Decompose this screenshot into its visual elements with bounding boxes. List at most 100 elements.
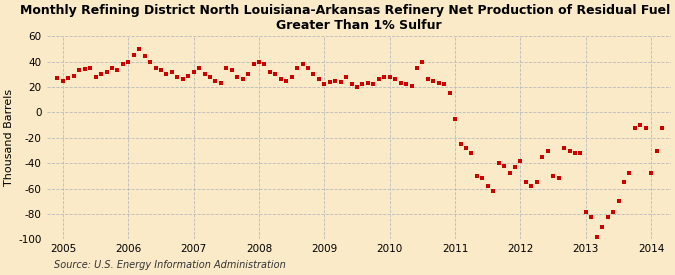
Point bbox=[155, 68, 166, 73]
Point bbox=[178, 77, 188, 81]
Point bbox=[597, 225, 608, 229]
Point bbox=[286, 75, 297, 79]
Point bbox=[112, 68, 123, 73]
Point bbox=[646, 171, 657, 175]
Point bbox=[444, 91, 455, 95]
Point bbox=[161, 72, 172, 76]
Point bbox=[281, 78, 292, 83]
Point bbox=[531, 180, 542, 185]
Point bbox=[368, 82, 379, 87]
Point bbox=[150, 66, 161, 70]
Point bbox=[188, 70, 199, 74]
Point bbox=[128, 53, 139, 57]
Point bbox=[428, 78, 439, 83]
Point bbox=[641, 125, 651, 130]
Point bbox=[493, 161, 504, 165]
Point bbox=[455, 142, 466, 146]
Point bbox=[226, 68, 237, 73]
Point bbox=[406, 84, 417, 88]
Point bbox=[466, 151, 477, 155]
Point bbox=[144, 59, 155, 64]
Point bbox=[389, 77, 400, 81]
Point bbox=[259, 62, 270, 66]
Point bbox=[483, 184, 493, 188]
Point bbox=[412, 66, 423, 70]
Point bbox=[297, 62, 308, 66]
Point bbox=[477, 176, 488, 181]
Point bbox=[630, 125, 641, 130]
Point bbox=[139, 54, 150, 59]
Point bbox=[373, 77, 384, 81]
Point bbox=[548, 174, 559, 178]
Point bbox=[308, 72, 319, 76]
Point bbox=[586, 214, 597, 219]
Point bbox=[85, 66, 96, 70]
Text: Source: U.S. Energy Information Administration: Source: U.S. Energy Information Administ… bbox=[54, 260, 286, 270]
Point bbox=[319, 82, 330, 87]
Point bbox=[254, 59, 265, 64]
Point bbox=[352, 85, 362, 89]
Point bbox=[433, 81, 444, 85]
Point bbox=[450, 117, 460, 121]
Point bbox=[52, 76, 63, 80]
Point bbox=[396, 81, 406, 85]
Point bbox=[265, 70, 275, 74]
Point bbox=[537, 155, 547, 159]
Point bbox=[651, 148, 662, 153]
Point bbox=[499, 164, 510, 168]
Point bbox=[624, 171, 635, 175]
Point bbox=[221, 66, 232, 70]
Point bbox=[183, 73, 194, 78]
Point bbox=[199, 72, 210, 76]
Point bbox=[520, 180, 531, 185]
Point bbox=[275, 77, 286, 81]
Point bbox=[215, 81, 226, 85]
Point bbox=[101, 70, 112, 74]
Point bbox=[335, 80, 346, 84]
Y-axis label: Thousand Barrels: Thousand Barrels bbox=[4, 89, 14, 186]
Point bbox=[570, 151, 580, 155]
Point bbox=[362, 81, 373, 85]
Point bbox=[107, 66, 117, 70]
Point bbox=[580, 209, 591, 214]
Point bbox=[357, 82, 368, 87]
Point bbox=[564, 148, 575, 153]
Point bbox=[635, 123, 646, 127]
Point bbox=[602, 214, 613, 219]
Point bbox=[292, 66, 302, 70]
Point bbox=[423, 77, 433, 81]
Point bbox=[205, 75, 215, 79]
Point bbox=[379, 75, 389, 79]
Point bbox=[248, 62, 259, 66]
Point bbox=[232, 75, 242, 79]
Point bbox=[243, 72, 254, 76]
Point bbox=[575, 151, 586, 155]
Point bbox=[194, 66, 205, 70]
Point bbox=[510, 165, 520, 169]
Point bbox=[96, 72, 107, 76]
Point bbox=[330, 78, 341, 83]
Point bbox=[384, 75, 395, 79]
Point bbox=[302, 66, 313, 70]
Point bbox=[504, 171, 515, 175]
Point bbox=[172, 75, 183, 79]
Point bbox=[238, 77, 248, 81]
Point bbox=[210, 78, 221, 83]
Point bbox=[618, 180, 629, 185]
Title: Monthly Refining District North Louisiana-Arkansas Refinery Net Production of Re: Monthly Refining District North Louisian… bbox=[20, 4, 675, 32]
Point bbox=[526, 184, 537, 188]
Point bbox=[401, 82, 412, 87]
Point bbox=[134, 47, 144, 51]
Point bbox=[314, 77, 325, 81]
Point bbox=[608, 209, 618, 214]
Point bbox=[57, 78, 68, 83]
Point bbox=[591, 235, 602, 239]
Point bbox=[657, 125, 668, 130]
Point bbox=[460, 146, 471, 150]
Point bbox=[63, 76, 74, 80]
Point bbox=[117, 62, 128, 66]
Point bbox=[341, 75, 352, 79]
Point bbox=[167, 70, 178, 74]
Point bbox=[559, 146, 570, 150]
Point bbox=[613, 199, 624, 204]
